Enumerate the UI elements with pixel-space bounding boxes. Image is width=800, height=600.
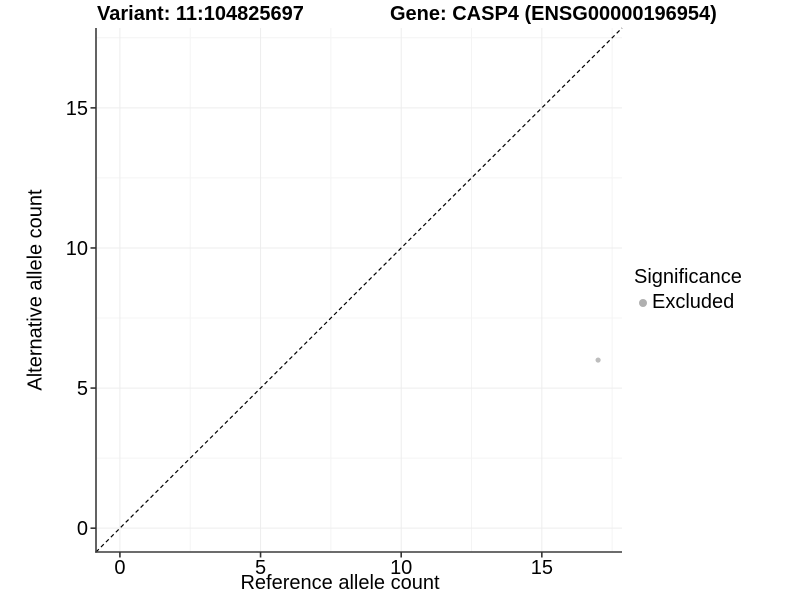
x-tick-label: 15 (531, 557, 553, 579)
variant-title: Variant: 11:104825697 (97, 3, 304, 25)
legend: Significance Excluded (634, 266, 742, 314)
x-axis-title: Reference allele count (240, 572, 440, 594)
y-tick-label: 10 (66, 238, 88, 260)
y-tick-label: 15 (66, 98, 88, 120)
legend-entries: Excluded (634, 291, 742, 314)
x-tick-label: 0 (114, 557, 125, 579)
legend-entry-label: Excluded (652, 291, 735, 313)
x-tick-label: 5 (255, 557, 266, 579)
gene-title: Gene: CASP4 (ENSG00000196954) (390, 3, 717, 25)
y-tick-label: 5 (77, 378, 88, 400)
legend-entry: Excluded (634, 291, 742, 314)
legend-title: Significance (634, 266, 742, 288)
legend-point-icon (639, 298, 647, 307)
y-tick-label: 0 (77, 518, 88, 540)
data-point (595, 357, 601, 363)
identity-reference-line (95, 27, 623, 553)
y-axis-title: Alternative allele count (24, 189, 47, 391)
x-tick-label: 10 (390, 557, 412, 579)
